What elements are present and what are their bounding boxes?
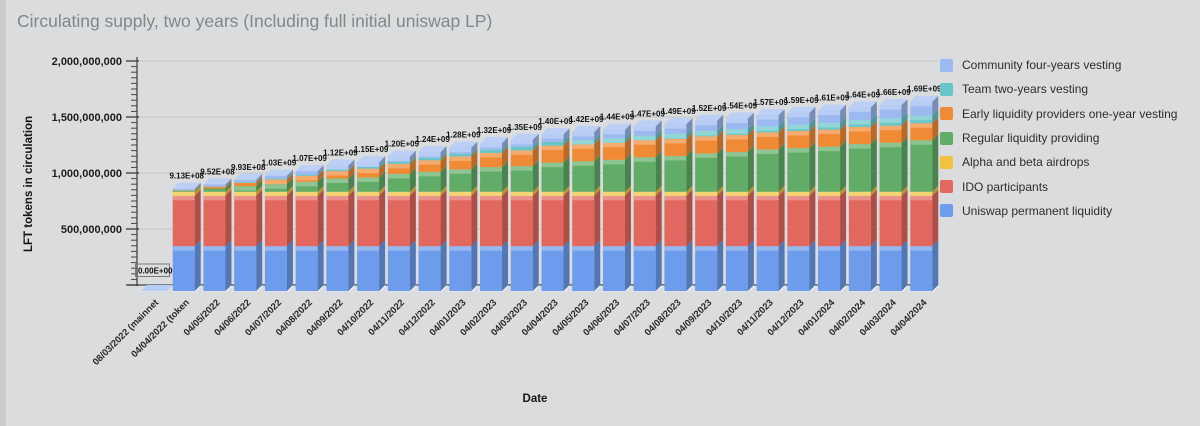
legend-item[interactable]: Team two-years vesting [940, 77, 1177, 101]
bar-value-label: 1.35E+09 [508, 123, 543, 132]
legend-color-swatch [940, 107, 953, 121]
bar-value-label: 1.15E+09 [354, 145, 389, 154]
bar-value-label: 1.61E+09 [815, 94, 850, 103]
legend-label: Regular liquidity providing [962, 131, 1100, 146]
x-axis-title: Date [522, 393, 548, 405]
bar-value-label: 1.44E+09 [600, 113, 635, 122]
bar [234, 173, 263, 291]
bar-value-label: 1.03E+09 [262, 159, 297, 168]
bar-value-label: 9.93E+08 [231, 163, 266, 172]
bar [787, 106, 816, 291]
bar [633, 120, 662, 291]
window-edge [0, 0, 6, 426]
legend-item[interactable]: Alpha and beta airdrops [940, 150, 1177, 174]
bar [141, 285, 173, 291]
bar [725, 112, 754, 291]
legend-item[interactable]: Early liquidity providers one-year vesti… [940, 102, 1177, 126]
bar [480, 137, 509, 291]
bar-value-label: 0.00E+00 [138, 267, 173, 276]
legend-label: Community four-years vesting [962, 58, 1122, 73]
legend-color-swatch [940, 131, 953, 145]
bar-value-label: 1.49E+09 [661, 107, 696, 116]
legend-label: Early liquidity providers one-year vesti… [962, 106, 1178, 121]
bar-value-label: 1.57E+09 [753, 98, 788, 107]
bar-value-label: 1.69E+09 [907, 85, 942, 94]
bar [295, 165, 324, 291]
bar-value-label: 9.13E+08 [169, 172, 204, 181]
bar [203, 178, 232, 291]
bar-value-label: 1.20E+09 [385, 140, 420, 149]
legend-color-swatch [940, 155, 953, 169]
bar [879, 99, 908, 291]
bar-value-label: 1.28E+09 [446, 131, 481, 140]
bar-value-label: 1.07E+09 [292, 154, 327, 163]
bar [510, 133, 539, 291]
legend: Community four-years vesting Team two-yea… [940, 53, 1177, 223]
bar-value-label: 1.64E+09 [846, 90, 881, 99]
bar-value-label: 1.32E+09 [477, 126, 512, 135]
bar [910, 95, 939, 291]
bar [326, 159, 355, 291]
bar-value-labels: 0.00E+00 9.13E+089.52E+089.93E+081.03E+09… [135, 85, 942, 277]
bar [818, 104, 847, 291]
legend-item[interactable]: Uniswap permanent liquidity [940, 199, 1177, 223]
bar-value-label: 1.52E+09 [692, 104, 727, 113]
y-axis: 2,000,000,000 1,500,000,000 1,000,000,000 5… [52, 56, 938, 286]
legend-label: IDO participants [962, 179, 1049, 194]
legend-item[interactable]: Community four-years vesting [940, 53, 1177, 77]
bar-value-label: 9.52E+08 [200, 167, 235, 176]
bar [541, 128, 570, 291]
legend-color-swatch [940, 204, 953, 218]
y-tick-label: 2,000,000,000 [52, 56, 122, 68]
bar-value-label: 1.54E+09 [723, 102, 758, 111]
legend-color-swatch [940, 58, 953, 72]
bar [664, 118, 693, 291]
y-tick-label: 500,000,000 [61, 224, 122, 236]
bar [264, 169, 293, 291]
legend-item[interactable]: Regular liquidity providing [940, 126, 1177, 150]
bar-value-label: 1.42E+09 [569, 115, 604, 124]
bar [572, 125, 601, 291]
bar [756, 109, 785, 291]
y-tick-label: 1,500,000,000 [52, 112, 122, 124]
bar [695, 114, 724, 291]
legend-label: Team two-years vesting [962, 82, 1089, 97]
legend-color-swatch [940, 180, 953, 194]
bar-value-label: 1.24E+09 [415, 135, 450, 144]
bar-value-label: 1.47E+09 [630, 109, 665, 118]
bar [387, 150, 416, 291]
legend-label: Alpha and beta airdrops [962, 155, 1090, 170]
legend-label: Uniswap permanent liquidity [962, 203, 1113, 218]
bar [449, 141, 478, 291]
bar [418, 146, 447, 291]
y-tick-label: 1,000,000,000 [52, 168, 122, 180]
bar [172, 182, 201, 291]
bar-value-label: 1.12E+09 [323, 149, 358, 158]
chart-title: Circulating supply, two years (Including… [17, 11, 493, 31]
bar-value-label: 1.40E+09 [538, 117, 573, 126]
bar-value-label: 1.66E+09 [876, 88, 911, 97]
bar [602, 123, 631, 291]
bar [848, 101, 877, 291]
bar-value-label: 1.59E+09 [784, 96, 819, 105]
bar [357, 156, 386, 291]
legend-color-swatch [940, 82, 953, 96]
legend-item[interactable]: IDO participants [940, 174, 1177, 198]
